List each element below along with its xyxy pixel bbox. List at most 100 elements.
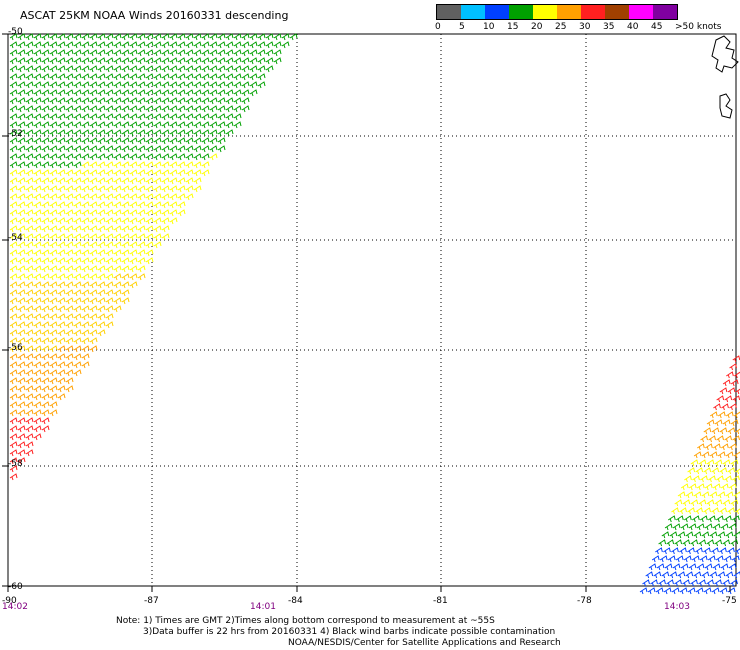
wind-barb <box>65 281 74 289</box>
wind-barb <box>9 121 18 129</box>
wind-barb <box>89 161 98 169</box>
wind-barb <box>73 329 82 337</box>
wind-barb <box>153 193 162 201</box>
wind-barb <box>145 105 154 113</box>
wind-barb <box>715 555 724 563</box>
wind-barb <box>725 571 734 579</box>
wind-barb <box>17 305 26 313</box>
wind-barb <box>193 33 202 41</box>
wind-barb <box>217 49 226 57</box>
wind-barb <box>57 153 66 161</box>
wind-barb <box>201 113 210 121</box>
wind-barb <box>169 153 178 161</box>
wind-barb <box>25 289 34 297</box>
wind-barb <box>33 105 42 113</box>
wind-barb <box>25 345 34 353</box>
wind-barb <box>33 297 42 305</box>
wind-barb <box>65 137 74 145</box>
wind-barb <box>153 185 162 193</box>
wind-barb <box>703 427 712 435</box>
wind-barb <box>193 41 202 49</box>
wind-barb <box>49 321 58 329</box>
wind-barb <box>201 153 210 161</box>
wind-barb <box>33 377 42 385</box>
wind-barb <box>89 329 98 337</box>
wind-barb <box>81 249 90 257</box>
wind-barb <box>33 217 42 225</box>
wind-barb <box>9 73 18 81</box>
wind-barb <box>153 177 162 185</box>
wind-barb <box>73 41 82 49</box>
wind-barb <box>735 508 740 515</box>
lon-label-78: -78 <box>577 596 592 606</box>
wind-barb <box>696 483 705 491</box>
wind-barb <box>209 57 218 65</box>
wind-barb <box>683 515 692 523</box>
wind-barb <box>153 137 162 145</box>
wind-barb <box>9 137 18 145</box>
wind-barb <box>25 193 34 201</box>
wind-barb <box>25 425 34 433</box>
wind-barb <box>730 419 739 427</box>
wind-barb <box>41 377 50 385</box>
wind-barb <box>33 337 42 345</box>
wind-barb <box>217 41 226 49</box>
wind-barb <box>728 563 737 571</box>
wind-barb <box>185 177 194 185</box>
wind-barb <box>121 177 130 185</box>
wind-barb <box>65 273 74 281</box>
wind-barb <box>9 225 18 233</box>
wind-barb <box>121 185 130 193</box>
wind-barb <box>97 81 106 89</box>
wind-barb <box>177 161 186 169</box>
wind-barb <box>17 361 26 369</box>
wind-barb <box>113 265 122 273</box>
wind-barb <box>677 531 686 539</box>
wind-barb <box>719 467 728 475</box>
wind-barb <box>217 33 226 41</box>
wind-barb <box>129 33 138 41</box>
wind-barb <box>732 475 740 483</box>
wind-barb <box>201 41 210 49</box>
wind-barb <box>33 329 42 337</box>
wind-barb <box>57 49 66 57</box>
wind-barb <box>169 193 178 201</box>
wind-barb <box>9 265 18 273</box>
wind-barb <box>81 353 90 361</box>
wind-barb <box>97 273 106 281</box>
wind-barb <box>41 113 50 121</box>
wind-barb <box>193 153 202 161</box>
wind-barb <box>169 137 178 145</box>
wind-barb <box>719 427 728 435</box>
wind-barb <box>730 379 739 387</box>
wind-barb <box>145 209 154 217</box>
wind-barb <box>672 523 681 531</box>
wind-barb <box>233 113 242 121</box>
wind-barb <box>17 329 26 337</box>
wind-barb <box>65 129 74 137</box>
wind-barb <box>33 81 42 89</box>
wind-barb <box>209 137 218 145</box>
wind-barb <box>41 57 50 65</box>
wind-barb <box>723 555 732 563</box>
wind-barb <box>706 419 715 427</box>
wind-barb <box>177 185 186 193</box>
wind-barb <box>707 515 716 523</box>
wind-barb <box>732 355 740 363</box>
wind-barb <box>33 193 42 201</box>
wind-barb <box>33 41 42 49</box>
wind-barb <box>97 153 106 161</box>
wind-barb <box>733 571 740 579</box>
wind-barb <box>97 201 106 209</box>
wind-barb <box>25 441 34 449</box>
wind-barb <box>81 49 90 57</box>
wind-barb <box>41 353 50 361</box>
wind-barb <box>81 329 90 337</box>
wind-barb <box>169 209 178 217</box>
wind-barb <box>9 417 18 425</box>
wind-barb <box>81 321 90 329</box>
wind-barb <box>9 257 18 265</box>
wind-barb <box>177 169 186 177</box>
wind-barb <box>113 73 122 81</box>
wind-barb <box>249 49 258 57</box>
